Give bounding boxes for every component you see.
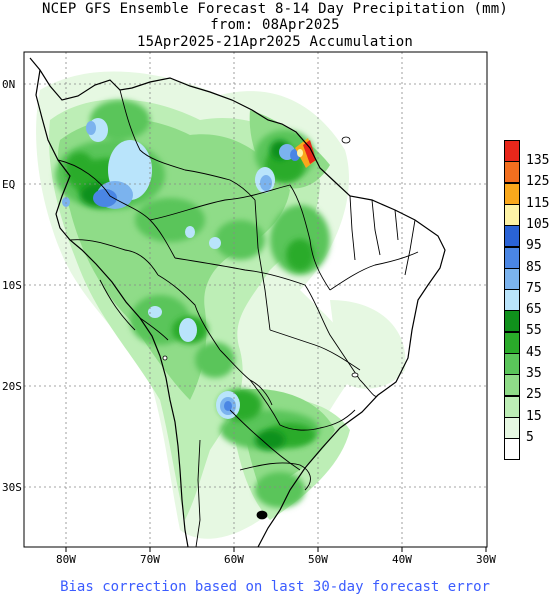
legend-label: 95 (526, 238, 542, 254)
lakes (162, 136, 359, 520)
lat-label-20s: 20S (2, 380, 22, 393)
legend-swatch (504, 310, 520, 333)
legend-swatch (504, 161, 520, 184)
legend-label: 135 (526, 153, 550, 168)
legend-label: 65 (526, 302, 542, 318)
legend-swatch (504, 267, 520, 290)
legend-swatch (504, 289, 520, 312)
lon-label-80w: 80W (56, 553, 76, 566)
legend-swatch (504, 416, 520, 439)
legend-label: 75 (526, 280, 542, 296)
precip-heavy (295, 138, 316, 168)
legend-label: 25 (526, 387, 542, 403)
lat-label-30s: 30S (2, 481, 22, 494)
lon-label-30w: 30W (476, 553, 496, 566)
legend-swatch (504, 203, 520, 226)
tick-marks (65, 547, 487, 552)
legend-swatch (504, 246, 520, 269)
legend-swatch (504, 331, 520, 354)
lon-label-40w: 40W (392, 553, 412, 566)
legend-label: 35 (526, 366, 542, 381)
lat-label-eq: EQ (2, 178, 16, 191)
legend-swatch (504, 225, 520, 248)
lon-label-60w: 60W (224, 553, 244, 566)
lon-label-50w: 50W (308, 553, 328, 566)
lon-label-70w: 70W (140, 553, 160, 566)
footer-note: Bias correction based on last 30-day for… (60, 579, 490, 595)
title-line-1: NCEP GFS Ensemble Forecast 8-14 Day Prec… (42, 1, 508, 17)
title-line-3: 15Apr2025-21Apr2025 Accumulation (136, 34, 414, 50)
legend-swatch (504, 374, 520, 397)
legend-swatch (504, 182, 520, 205)
political-borders (57, 89, 419, 547)
legend-label: 105 (526, 216, 550, 232)
legend-label: 85 (526, 259, 542, 275)
legend-label: 45 (526, 344, 542, 360)
legend-swatch (504, 140, 520, 162)
grid-lines (24, 52, 487, 547)
legend-swatch (504, 395, 520, 418)
legend-swatch (504, 353, 520, 375)
legend-label: 5 (526, 429, 534, 445)
legend-label: 115 (526, 195, 550, 211)
legend-swatch (504, 438, 520, 461)
legend-label: 15 (526, 408, 542, 424)
legend-label: 125 (526, 174, 550, 190)
lat-label-0n: 0N (2, 78, 16, 91)
title-line-2: from: 08Apr2025 (210, 17, 340, 33)
legend-label: 55 (526, 323, 542, 339)
lat-label-10s: 10S (2, 279, 22, 292)
